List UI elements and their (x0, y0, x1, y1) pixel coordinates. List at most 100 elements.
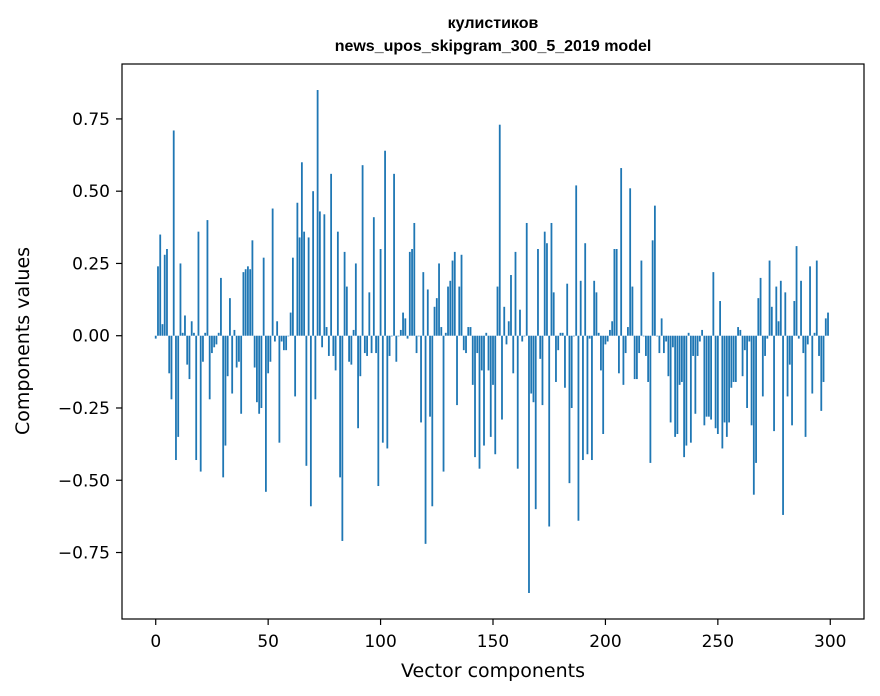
bar-109 (399, 329, 402, 336)
bar-188 (577, 335, 580, 521)
bar-74 (321, 335, 324, 348)
bar-298 (824, 318, 827, 336)
bar-3 (161, 324, 164, 336)
bar-26 (213, 335, 216, 348)
bar-17 (193, 332, 195, 336)
bar-247 (710, 335, 712, 420)
bar-33 (229, 298, 231, 336)
bar-236 (685, 335, 688, 446)
bar-180 (559, 332, 562, 336)
bar-90 (357, 335, 359, 429)
bar-101 (381, 335, 384, 443)
bar-227 (665, 335, 668, 342)
bar-80 (334, 335, 337, 371)
bar-195 (593, 280, 596, 336)
bar-284 (793, 301, 796, 336)
bar-49 (265, 335, 267, 492)
bar-113 (408, 251, 411, 336)
bar-107 (395, 335, 398, 362)
bar-157 (507, 321, 510, 336)
y-tick-label: 0.25 (72, 254, 110, 274)
bar-170 (537, 249, 539, 336)
bar-98 (375, 335, 377, 354)
bar-145 (480, 335, 483, 371)
bar-276 (775, 286, 778, 336)
y-tick-label: 0.00 (72, 327, 110, 347)
bar-255 (728, 335, 730, 423)
bar-134 (456, 335, 458, 406)
bar-30 (222, 335, 225, 478)
bar-102 (384, 150, 386, 336)
y-tick-label: 0.75 (72, 110, 110, 130)
bar-21 (202, 335, 204, 362)
bar-291 (809, 266, 811, 336)
bar-217 (642, 335, 645, 337)
bar-71 (314, 335, 317, 400)
bar-106 (393, 173, 395, 336)
bar-193 (588, 335, 591, 339)
bar-94 (366, 335, 368, 356)
bar-42 (249, 269, 252, 336)
bar-248 (712, 272, 715, 336)
bar-273 (768, 260, 771, 336)
bar-202 (609, 329, 611, 336)
bar-158 (510, 275, 512, 336)
bar-186 (573, 335, 575, 337)
bar-130 (447, 286, 449, 336)
bar-179 (557, 335, 560, 351)
bar-114 (411, 249, 413, 336)
bar-135 (458, 286, 461, 336)
bar-166 (528, 335, 530, 593)
bar-160 (514, 251, 517, 336)
bar-210 (627, 327, 629, 336)
bar-238 (689, 335, 692, 443)
bar-105 (390, 335, 393, 337)
bar-96 (370, 335, 373, 354)
y-tick-label: −0.25 (58, 399, 110, 419)
bar-11 (179, 263, 182, 336)
x-tick-label: 300 (814, 632, 846, 652)
bar-154 (501, 335, 503, 420)
bar-97 (372, 217, 375, 336)
bar-44 (253, 335, 256, 368)
bar-89 (354, 263, 357, 336)
bar-32 (226, 335, 229, 377)
bar-144 (478, 335, 481, 469)
bar-12 (181, 332, 184, 336)
bar-215 (638, 335, 641, 354)
bar-2 (159, 234, 162, 336)
bar-132 (451, 260, 454, 336)
bar-115 (413, 222, 416, 336)
bar-41 (247, 266, 249, 336)
bar-269 (759, 277, 762, 336)
bar-182 (564, 335, 566, 388)
bar-63 (296, 202, 299, 336)
bar-229 (669, 335, 672, 423)
bar-1 (157, 266, 159, 336)
bar-280 (784, 292, 787, 336)
bar-136 (460, 254, 463, 336)
bar-88 (352, 329, 355, 336)
bar-68 (307, 237, 310, 336)
bar-287 (800, 280, 802, 336)
bar-165 (525, 222, 528, 336)
bar-117 (417, 335, 420, 337)
bar-140 (469, 327, 472, 336)
bar-209 (624, 335, 627, 354)
x-tick-label: 250 (702, 632, 734, 652)
bar-51 (269, 335, 272, 362)
bar-159 (512, 335, 515, 374)
bar-235 (683, 335, 686, 458)
bar-288 (802, 335, 805, 354)
bar-171 (539, 335, 542, 359)
bar-128 (442, 335, 445, 472)
bar-124 (433, 306, 436, 336)
bar-230 (671, 335, 674, 348)
bar-8 (172, 130, 175, 336)
bar-13 (184, 315, 186, 336)
bar-133 (453, 251, 456, 336)
bar-268 (757, 298, 760, 336)
bar-153 (498, 124, 501, 336)
bar-266 (752, 335, 755, 495)
